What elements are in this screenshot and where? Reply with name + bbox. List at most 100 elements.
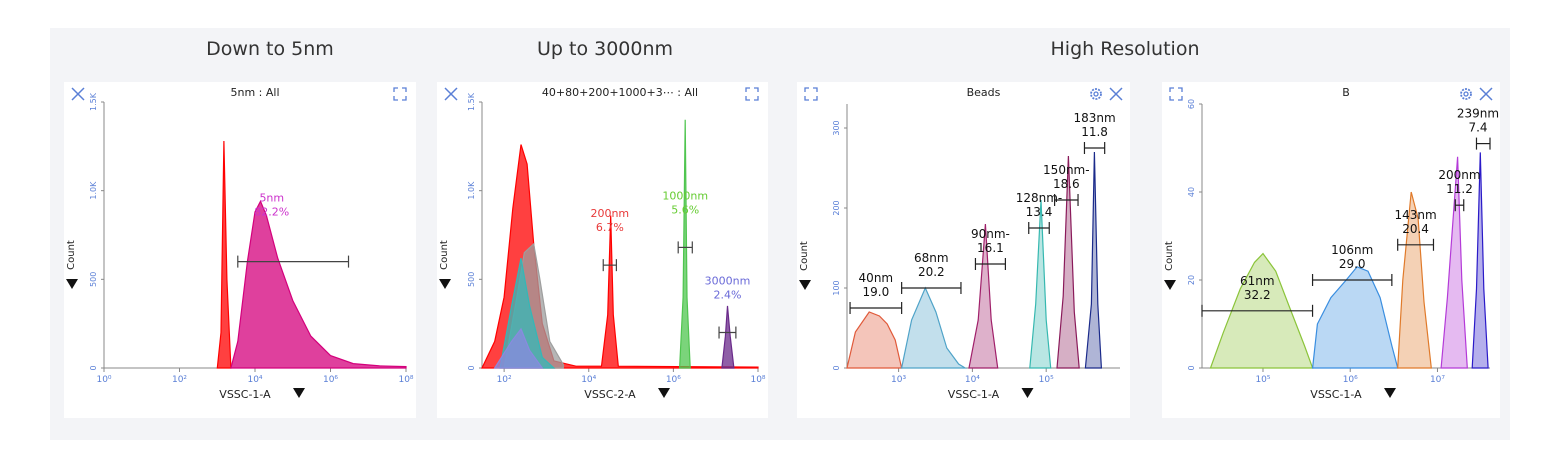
y-axis-dropdown-icon[interactable] — [439, 279, 451, 289]
histogram-panel-b[interactable]: B 0 20 40 60 10⁵ 10⁶ 10⁷ 61nm 32.2 106nm 29.0 143nm 2… — [1162, 82, 1500, 418]
x-tick-label: 10⁰ — [96, 375, 111, 385]
x-axis-dropdown-icon[interactable] — [293, 388, 305, 398]
y-tick-label: 100 — [832, 280, 841, 295]
gate-value: 82.2% — [254, 206, 289, 219]
chart-title: Beads — [967, 86, 1001, 99]
expand-icon[interactable] — [1169, 87, 1183, 101]
histogram-series-1 — [900, 286, 968, 369]
x-axis-label: VSSC-1-A — [1310, 388, 1362, 401]
gate-label: 106nm — [1331, 243, 1373, 257]
histogram-series-1 — [230, 199, 407, 369]
histogram-panel-beads[interactable]: Beads 0 100 200 300 10³ 10⁴ 10⁵ 40nm 19.0 68nm 20.2… — [797, 82, 1130, 418]
y-axis-dropdown-icon[interactable] — [66, 279, 78, 289]
y-axis-dropdown-icon[interactable] — [799, 280, 811, 290]
gate-value: 20.4 — [1402, 222, 1429, 236]
x-tick-label: 10⁸ — [750, 375, 765, 385]
x-tick-label: 10⁴ — [581, 375, 596, 385]
y-tick-label: 300 — [832, 120, 841, 135]
x-tick-label: 10⁵ — [1255, 375, 1270, 385]
settings-icon[interactable] — [1460, 88, 1472, 100]
histogram-series-0 — [216, 140, 232, 369]
gate-label: 200nm — [1438, 168, 1480, 182]
gate-label: 183nm — [1073, 111, 1115, 125]
y-tick-label: 0 — [1187, 365, 1196, 370]
close-icon[interactable] — [71, 87, 85, 101]
y-tick-label: 1.0K — [89, 181, 98, 200]
gate-label: 68nm — [914, 251, 949, 265]
close-icon[interactable] — [444, 87, 458, 101]
x-tick-label: 10² — [172, 375, 187, 385]
close-icon[interactable] — [1479, 87, 1493, 101]
section-title-up-to-3000nm: Up to 3000nm — [536, 38, 674, 60]
histogram-series-2 — [968, 223, 999, 369]
y-tick-label: 500 — [467, 272, 476, 287]
gate-label: 40nm — [859, 271, 894, 285]
x-tick-label: 10⁸ — [398, 375, 413, 385]
x-tick-label: 10³ — [891, 375, 906, 385]
chart-title: B — [1342, 86, 1350, 99]
histogram-series-1 — [1311, 266, 1399, 369]
histogram-series-4 — [1056, 155, 1080, 369]
gate-2[interactable]: 90nm-16.1 — [971, 227, 1010, 270]
x-axis-dropdown-icon[interactable] — [1021, 388, 1034, 398]
y-tick-label: 60 — [1187, 99, 1196, 109]
histogram-series-0 — [846, 311, 903, 369]
x-tick-label: 10⁷ — [1430, 375, 1445, 385]
gate-value: 6.7% — [596, 221, 624, 234]
histogram-series-5 — [1084, 151, 1103, 369]
gate-4[interactable]: 150nm-18.6 — [1043, 163, 1090, 206]
x-axis-dropdown-icon[interactable] — [1384, 388, 1396, 398]
x-axis-label: VSSC-2-A — [584, 388, 636, 401]
y-tick-label: 0 — [832, 365, 841, 370]
gate-3[interactable]: 128nm-13.4 — [1016, 191, 1063, 234]
chart-svg: 5nm : All 0 500 1.0K 1.5K 10⁰ 10² 10⁴ 10⁶ 10⁸ 5nm8… — [66, 86, 414, 401]
y-axis-label: Count — [1164, 241, 1175, 271]
x-axis-label: VSSC-1-A — [219, 388, 271, 401]
histogram-series-3 — [493, 327, 544, 369]
histogram-panel-5nm[interactable]: 5nm : All 0 500 1.0K 1.5K 10⁰ 10² 10⁴ 10⁶ 10⁸ 5nm 8… — [64, 82, 416, 418]
y-tick-label: 200 — [832, 200, 841, 215]
gate-value: 2.4% — [713, 289, 741, 302]
histogram-series-3 — [1440, 156, 1468, 369]
histogram-series-2 — [1397, 191, 1432, 369]
expand-icon[interactable] — [804, 87, 818, 101]
gate-label: 61nm — [1240, 274, 1275, 288]
histogram-panel-multi-bead[interactable]: 40+80+200+1000+3⋯ : All 0 500 1.0K 1.5K 10² 10… — [437, 82, 768, 418]
x-tick-label: 10² — [497, 375, 512, 385]
histogram-series-4 — [678, 119, 691, 369]
y-tick-label: 20 — [1187, 275, 1196, 285]
gate-value: 11.2 — [1446, 182, 1473, 196]
close-icon[interactable] — [1109, 87, 1123, 101]
y-axis-label: Count — [66, 240, 77, 270]
gate-label: 143nm — [1394, 208, 1436, 222]
x-tick-label: 10⁶ — [323, 375, 338, 385]
y-axis-dropdown-icon[interactable] — [1164, 280, 1176, 290]
gate-label: 5nm — [259, 192, 284, 205]
y-tick-label: 1.5K — [467, 92, 476, 111]
gate-value: 20.2 — [918, 265, 945, 279]
gate-value: 13.4 — [1026, 205, 1053, 219]
settings-icon[interactable] — [1090, 88, 1102, 100]
gate-label: 3000nm — [705, 275, 751, 288]
x-tick-label: 10⁴ — [247, 375, 262, 385]
expand-icon[interactable] — [393, 87, 407, 101]
gate-label: 150nm- — [1043, 163, 1090, 177]
y-axis-label: Count — [439, 240, 450, 270]
x-axis-dropdown-icon[interactable] — [658, 388, 670, 398]
expand-icon[interactable] — [745, 87, 759, 101]
y-tick-label: 0 — [89, 365, 98, 370]
x-tick-label: 10⁶ — [1343, 375, 1358, 385]
